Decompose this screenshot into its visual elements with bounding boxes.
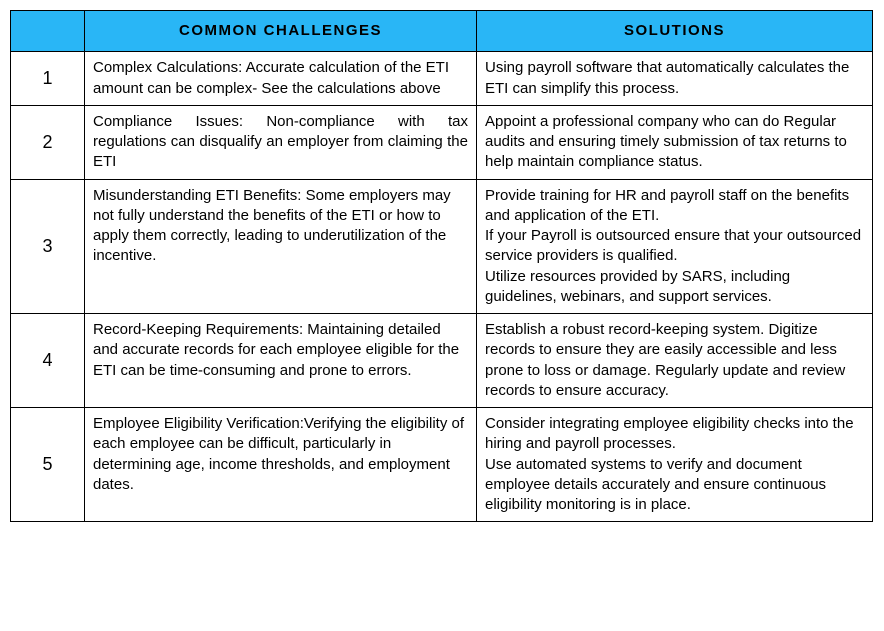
- solution-cell: Consider integrating employee eligibilit…: [477, 408, 873, 522]
- header-row: COMMON CHALLENGES SOLUTIONS: [11, 11, 873, 52]
- challenge-cell: Misunderstanding ETI Benefits: Some empl…: [85, 179, 477, 314]
- challenge-cell: Complex Calculations: Accurate calculati…: [85, 52, 477, 106]
- table-body: 1 Complex Calculations: Accurate calcula…: [11, 52, 873, 522]
- header-solutions: SOLUTIONS: [477, 11, 873, 52]
- solution-cell: Using payroll software that automaticall…: [477, 52, 873, 106]
- table-row: 2 Compliance Issues: Non-compliance with…: [11, 105, 873, 179]
- solution-cell: Appoint a professional company who can d…: [477, 105, 873, 179]
- header-blank: [11, 11, 85, 52]
- table-row: 1 Complex Calculations: Accurate calcula…: [11, 52, 873, 106]
- row-number: 1: [11, 52, 85, 106]
- solution-cell: Establish a robust record-keeping system…: [477, 314, 873, 408]
- challenge-cell: Employee Eligibility Verification:Verify…: [85, 408, 477, 522]
- table-row: 4 Record-Keeping Requirements: Maintaini…: [11, 314, 873, 408]
- challenge-cell: Compliance Issues: Non-compliance with t…: [85, 105, 477, 179]
- table-row: 5 Employee Eligibility Verification:Veri…: [11, 408, 873, 522]
- challenge-cell: Record-Keeping Requirements: Maintaining…: [85, 314, 477, 408]
- row-number: 2: [11, 105, 85, 179]
- solution-cell: Provide training for HR and payroll staf…: [477, 179, 873, 314]
- challenges-table: COMMON CHALLENGES SOLUTIONS 1 Complex Ca…: [10, 10, 873, 522]
- header-challenges: COMMON CHALLENGES: [85, 11, 477, 52]
- row-number: 3: [11, 179, 85, 314]
- row-number: 5: [11, 408, 85, 522]
- table-row: 3 Misunderstanding ETI Benefits: Some em…: [11, 179, 873, 314]
- row-number: 4: [11, 314, 85, 408]
